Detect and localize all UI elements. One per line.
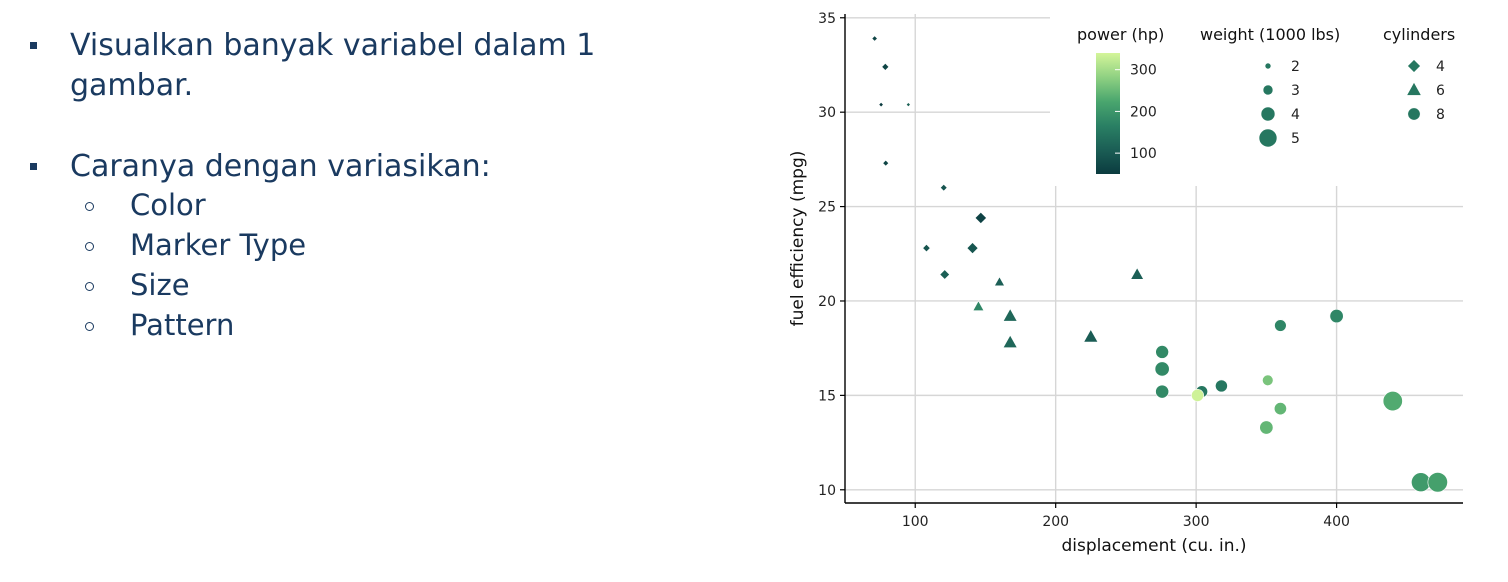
y-tick-label: 35 bbox=[818, 11, 836, 27]
color-scale-tick-label: 100 bbox=[1130, 146, 1157, 162]
color-scale-bar bbox=[1096, 53, 1120, 174]
x-tick-label: 300 bbox=[1183, 514, 1210, 530]
x-tick-label: 400 bbox=[1323, 514, 1350, 530]
data-point bbox=[1191, 388, 1204, 402]
data-point bbox=[1154, 361, 1170, 377]
size-legend-label: 4 bbox=[1291, 107, 1300, 123]
data-point bbox=[966, 242, 979, 255]
data-point bbox=[878, 101, 884, 108]
size-legend-title: weight (1000 lbs) bbox=[1200, 25, 1340, 44]
legend: power (hp) 100 200 300 weight (1000 lbs) 2 3 4 5… bbox=[1077, 25, 1455, 174]
sub-bullet-pattern: Pattern bbox=[130, 308, 235, 342]
data-point bbox=[1002, 334, 1018, 348]
data-point bbox=[1427, 472, 1448, 493]
bullet-2-line-1: Caranya dengan variasikan: bbox=[70, 149, 491, 184]
x-tick-label: 200 bbox=[1042, 514, 1069, 530]
data-point bbox=[1002, 308, 1018, 322]
data-point bbox=[974, 211, 987, 225]
x-axis-label: displacement (cu. in.) bbox=[1061, 536, 1246, 556]
size-legend-marker bbox=[1262, 84, 1274, 96]
data-point bbox=[922, 243, 931, 253]
data-point bbox=[939, 269, 950, 280]
data-point bbox=[882, 159, 890, 167]
y-tick-label: 15 bbox=[818, 388, 836, 404]
size-legend-label: 2 bbox=[1291, 59, 1300, 75]
data-point bbox=[1155, 384, 1170, 399]
data-point bbox=[1382, 391, 1403, 412]
data-point bbox=[1329, 309, 1344, 324]
shape-legend-marker bbox=[1407, 107, 1421, 121]
shape-legend-marker bbox=[1406, 81, 1422, 96]
sub-bullet-marker-type: Marker Type bbox=[130, 228, 307, 262]
data-point bbox=[939, 183, 948, 192]
y-axis-label: fuel efficiency (mpg) bbox=[788, 151, 808, 327]
legend-background bbox=[1050, 14, 1495, 186]
bullet-square-marker bbox=[30, 163, 37, 170]
size-legend-label: 3 bbox=[1291, 83, 1300, 99]
data-point bbox=[1155, 345, 1169, 359]
data-point bbox=[1215, 379, 1228, 393]
shape-legend-marker bbox=[1407, 59, 1421, 73]
bullet-square-marker bbox=[30, 42, 37, 49]
y-tick-label: 30 bbox=[818, 105, 836, 121]
data-point bbox=[972, 300, 985, 311]
shape-legend-label: 4 bbox=[1436, 59, 1445, 75]
data-point bbox=[1274, 319, 1287, 332]
data-point bbox=[1083, 328, 1099, 343]
data-point bbox=[871, 35, 878, 42]
y-tick-label: 25 bbox=[818, 200, 836, 216]
color-legend-title: power (hp) bbox=[1077, 25, 1164, 44]
data-point bbox=[1130, 267, 1145, 280]
color-scale-tick-label: 300 bbox=[1130, 63, 1157, 79]
size-legend-label: 5 bbox=[1291, 131, 1300, 147]
sub-bullet-circle-marker bbox=[85, 242, 94, 251]
x-tick-label: 100 bbox=[902, 514, 929, 530]
sub-bullet-circle-marker bbox=[85, 322, 94, 331]
shape-legend-label: 8 bbox=[1436, 107, 1445, 123]
data-point bbox=[1273, 402, 1287, 416]
color-scale-tick-label: 200 bbox=[1130, 104, 1157, 120]
data-points bbox=[871, 35, 1448, 493]
y-tick-label: 10 bbox=[818, 483, 836, 499]
y-tick-label: 20 bbox=[818, 294, 836, 310]
sub-bullet-circle-marker bbox=[85, 202, 94, 211]
slide-text: Visualkan banyak variabel dalam 1 gambar… bbox=[0, 0, 700, 582]
data-point bbox=[1411, 472, 1431, 493]
shape-legend-title: cylinders bbox=[1383, 25, 1455, 44]
size-legend-marker bbox=[1264, 62, 1272, 70]
size-legend-marker bbox=[1258, 128, 1278, 148]
data-point bbox=[905, 102, 911, 108]
size-legend-marker bbox=[1260, 106, 1276, 122]
data-point bbox=[1262, 374, 1274, 386]
data-point bbox=[881, 62, 890, 71]
sub-bullet-color: Color bbox=[130, 188, 206, 222]
data-point bbox=[994, 276, 1005, 287]
bullet-1-line-1: Visualkan banyak variabel dalam 1 bbox=[70, 28, 596, 63]
shape-legend-label: 6 bbox=[1436, 83, 1445, 99]
sub-bullet-size: Size bbox=[130, 268, 190, 302]
data-point bbox=[1259, 420, 1274, 435]
sub-bullet-circle-marker bbox=[85, 282, 94, 291]
bullet-1-line-2: gambar. bbox=[70, 68, 194, 103]
